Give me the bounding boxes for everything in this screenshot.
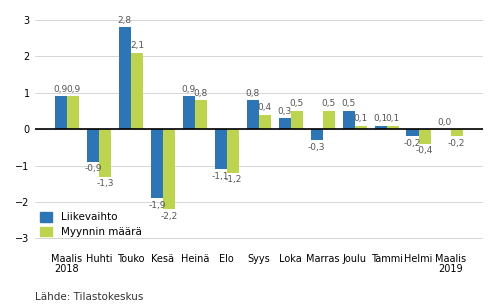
Bar xyxy=(343,111,354,129)
Text: 2,8: 2,8 xyxy=(118,16,132,25)
Text: 0,9: 0,9 xyxy=(66,85,80,94)
Text: 0,9: 0,9 xyxy=(54,85,68,94)
Bar xyxy=(451,129,463,136)
Bar xyxy=(119,27,131,129)
Text: 0,5: 0,5 xyxy=(342,99,356,109)
Text: -0,2: -0,2 xyxy=(448,139,465,148)
Text: -0,3: -0,3 xyxy=(308,143,325,152)
Text: Lähde: Tilastokeskus: Lähde: Tilastokeskus xyxy=(35,292,143,302)
Text: -1,3: -1,3 xyxy=(96,179,114,188)
Bar xyxy=(183,96,195,129)
Bar xyxy=(279,118,291,129)
Bar xyxy=(259,115,271,129)
Text: -1,9: -1,9 xyxy=(148,201,166,210)
Text: -1,2: -1,2 xyxy=(224,175,242,185)
Bar xyxy=(291,111,303,129)
Bar xyxy=(163,129,175,209)
Bar xyxy=(323,111,335,129)
Bar xyxy=(407,129,419,136)
Bar xyxy=(354,126,367,129)
Bar xyxy=(311,129,323,140)
Text: 0,3: 0,3 xyxy=(278,107,292,116)
Text: 0,1: 0,1 xyxy=(374,114,387,123)
Text: -0,4: -0,4 xyxy=(416,146,433,155)
Text: 0,8: 0,8 xyxy=(246,88,260,98)
Bar xyxy=(375,126,387,129)
Text: -0,2: -0,2 xyxy=(404,139,421,148)
Bar xyxy=(151,129,163,198)
Text: 0,5: 0,5 xyxy=(322,99,336,109)
Text: 0,0: 0,0 xyxy=(437,118,452,127)
Text: 0,9: 0,9 xyxy=(182,85,196,94)
Bar xyxy=(227,129,239,173)
Text: 0,1: 0,1 xyxy=(353,114,368,123)
Text: -2,2: -2,2 xyxy=(160,212,177,221)
Bar xyxy=(55,96,67,129)
Text: -1,1: -1,1 xyxy=(212,172,230,181)
Bar xyxy=(215,129,227,169)
Bar xyxy=(131,53,143,129)
Text: 2,1: 2,1 xyxy=(130,41,144,50)
Bar xyxy=(99,129,111,177)
Bar xyxy=(67,96,79,129)
Bar xyxy=(246,100,259,129)
Text: -0,9: -0,9 xyxy=(84,164,102,174)
Legend: Liikevaihto, Myynnin määrä: Liikevaihto, Myynnin määrä xyxy=(40,212,141,237)
Text: 0,4: 0,4 xyxy=(258,103,272,112)
Bar xyxy=(419,129,431,144)
Text: 0,8: 0,8 xyxy=(194,88,208,98)
Bar xyxy=(387,126,399,129)
Bar xyxy=(87,129,99,162)
Text: 0,5: 0,5 xyxy=(290,99,304,109)
Bar xyxy=(195,100,207,129)
Text: 0,1: 0,1 xyxy=(386,114,400,123)
